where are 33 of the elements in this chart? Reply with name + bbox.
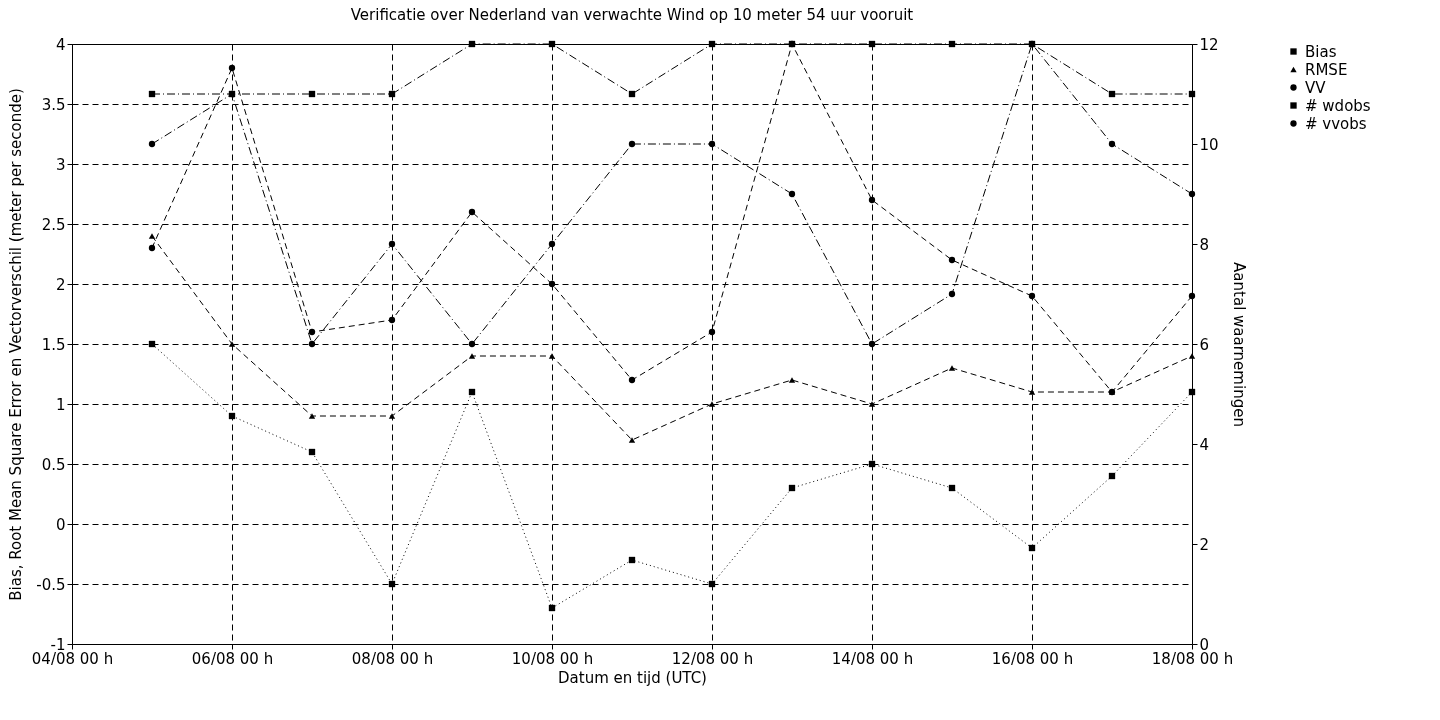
x-tick-label: 14/08 00 h [831,649,914,668]
y-tick-label: -0.5 [36,575,66,594]
x-tick-label: 08/08 00 h [351,649,434,668]
y-tick-label: 0.5 [41,455,66,474]
y2-tick-label: 8 [1199,235,1210,254]
x-tick-label: 06/08 00 h [191,649,274,668]
y-axis-title: Bias, Root Mean Square Error en Vectorverschil (meter per seconde) [7,88,26,601]
legend-label: RMSE [1305,60,1348,79]
legend-label: VV [1305,78,1327,97]
chart-title: Verificatie over Nederland van verwachte Wind op 10 meter 54 uur vooruit [350,6,914,24]
y-tick-label: 3.5 [41,95,66,114]
y2-tick-label: 4 [1199,435,1210,454]
y2-axis-title: Aantal waarnemingen [1229,262,1248,427]
y-tick-label: 3 [55,155,66,174]
legend-label: # wdobs [1305,96,1371,115]
y2-tick-label: 2 [1199,535,1210,554]
y-tick-label: 2.5 [41,215,66,234]
y2-tick-label: 6 [1199,335,1210,354]
x-tick-label: 18/08 00 h [1151,649,1234,668]
y-tick-label: 0 [55,515,66,534]
y-tick-label: 1 [55,395,66,414]
y-tick-label: 1.5 [41,335,66,354]
x-tick-label: 10/08 00 h [511,649,594,668]
y-tick-label: 2 [55,275,66,294]
legend-label: Bias [1305,42,1337,61]
y-tick-label: 4 [55,35,66,54]
x-axis-title: Datum en tijd (UTC) [558,668,707,687]
legend-label: # vvobs [1305,114,1367,133]
x-tick-label: 12/08 00 h [671,649,754,668]
x-tick-label: 04/08 00 h [31,649,114,668]
x-tick-label: 16/08 00 h [991,649,1074,668]
y2-tick-label: 10 [1199,135,1219,154]
y2-tick-label: 12 [1199,35,1219,54]
